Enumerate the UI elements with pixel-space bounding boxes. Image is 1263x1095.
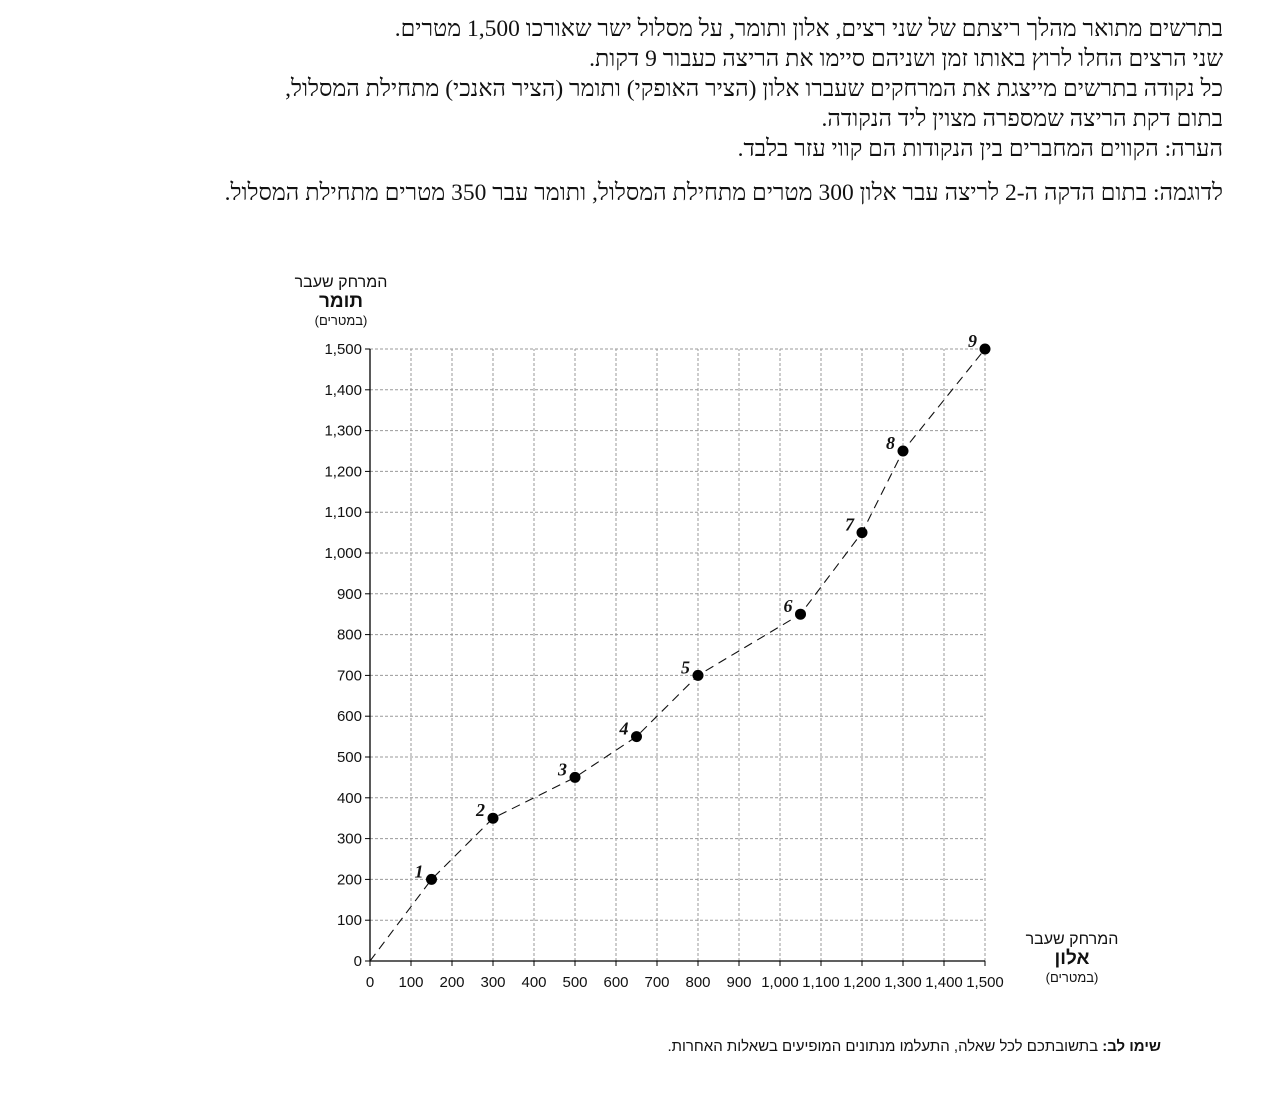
data-point	[795, 608, 806, 620]
y-axis-title: המרחק שעבר תומר (במטרים)	[282, 273, 400, 329]
y-tick-label: 0	[354, 953, 362, 970]
intro-note: הערה: הקווים המחברים בין הנקודות הם קווי…	[737, 136, 1223, 162]
y-tick-label: 1,400	[324, 382, 362, 399]
y-tick-label: 1,100	[324, 504, 362, 521]
y-tick-label: 300	[337, 831, 362, 848]
y-axis-title-name: תומר	[318, 291, 364, 312]
x-tick-label: 500	[562, 974, 587, 991]
y-tick-label: 1,500	[324, 341, 362, 358]
intro-example: לדוגמה: בתום הדקה ה-2 לריצה עבר אלון 300…	[224, 180, 1223, 206]
x-axis-title: המרחק שעבר אלון (במטרים)	[1010, 930, 1134, 986]
connector-line	[369, 348, 986, 962]
data-point	[631, 731, 642, 743]
x-tick-label: 800	[685, 974, 710, 991]
y-tick-label: 800	[337, 627, 362, 644]
x-axis-title-unit: (במטרים)	[1045, 970, 1099, 985]
data-point	[856, 527, 868, 539]
x-tick-label: 1,300	[884, 974, 922, 991]
y-tick-label: 400	[337, 790, 362, 807]
x-tick-label: 1,500	[966, 974, 1004, 991]
data-point	[692, 669, 704, 681]
attention-note-text: בתשובתכם לכל שאלה, התעלמו מנתונים המופיע…	[667, 1038, 1103, 1055]
y-tick-label: 500	[337, 749, 362, 766]
x-axis-title-name: אלון	[1054, 948, 1090, 969]
y-tick-label: 600	[337, 708, 362, 725]
attention-note-label: שימו לב:	[1102, 1038, 1161, 1055]
x-tick-label: 400	[521, 974, 546, 991]
data-point-label: 1	[415, 861, 424, 881]
data-point	[979, 343, 991, 355]
x-axis-title-line1: המרחק שעבר	[1025, 931, 1119, 948]
y-tick-label: 1,000	[324, 545, 362, 562]
x-tick-label: 300	[480, 974, 505, 991]
intro-line-3: כל נקודה בתרשים מייצגת את המרחקים שעברו …	[285, 76, 1223, 102]
x-tick-label: 0	[366, 974, 374, 991]
y-tick-label: 100	[337, 912, 362, 929]
data-point	[426, 873, 437, 885]
intro-line-4: בתום דקת הריצה שמספרה מצוין ליד הנקודה.	[821, 106, 1223, 132]
intro-line-1: בתרשים מתואר מהלך ריצתם של שני רצים, אלו…	[394, 16, 1223, 42]
question-intro: בתרשים מתואר מהלך ריצתם של שני רצים, אלו…	[33, 14, 1223, 208]
x-tick-label: 1,400	[925, 974, 963, 991]
x-tick-label: 1,200	[843, 974, 881, 991]
data-point-label: 8	[886, 433, 895, 453]
y-tick-label: 900	[337, 586, 362, 603]
x-tick-label: 900	[726, 974, 751, 991]
data-point-label: 4	[619, 719, 629, 739]
intro-line-2: שני הרצים החלו לרוץ באותו זמן ושניהם סיי…	[589, 46, 1223, 72]
x-tick-label: 1,000	[761, 974, 799, 991]
y-tick-label: 1,200	[324, 463, 362, 480]
data-point	[897, 445, 909, 457]
x-tick-label: 1,100	[802, 974, 840, 991]
y-tick-label: 700	[337, 667, 362, 684]
data-point-label: 2	[475, 800, 485, 820]
data-point-label: 3	[557, 759, 567, 779]
data-point-label: 6	[784, 596, 793, 616]
y-axis-title-unit: (במטרים)	[314, 313, 368, 328]
y-tick-label: 1,300	[324, 423, 362, 440]
x-tick-label: 200	[439, 974, 464, 991]
data-point-label: 5	[681, 657, 690, 677]
data-point-label: 7	[845, 515, 855, 535]
data-point	[569, 771, 581, 783]
data-point-label: 9	[968, 331, 977, 351]
y-axis-title-line1: המרחק שעבר	[294, 274, 388, 291]
data-point	[487, 812, 499, 824]
x-tick-label: 600	[603, 974, 628, 991]
x-tick-label: 700	[644, 974, 669, 991]
x-tick-label: 100	[398, 974, 423, 991]
y-tick-label: 200	[337, 871, 362, 888]
attention-note: שימו לב: בתשובתכם לכל שאלה, התעלמו מנתונ…	[667, 1038, 1161, 1055]
